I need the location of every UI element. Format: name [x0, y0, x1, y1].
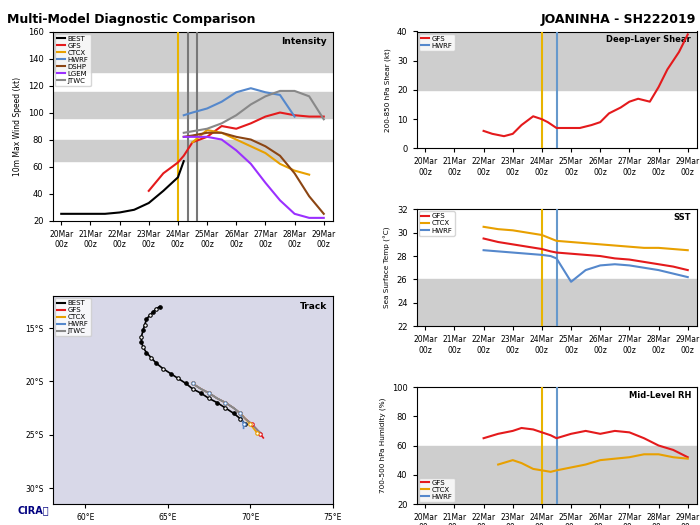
Y-axis label: Sea Surface Temp (°C): Sea Surface Temp (°C) [384, 227, 391, 309]
Text: CIRA🌀: CIRA🌀 [18, 506, 49, 516]
Bar [416, 32, 696, 90]
Bar [52, 72, 332, 92]
Legend: GFS, CTCX, HWRF: GFS, CTCX, HWRF [419, 478, 455, 502]
Bar [52, 161, 332, 220]
Bar [52, 140, 332, 161]
Text: Mid-Level RH: Mid-Level RH [629, 391, 691, 400]
Text: Track: Track [300, 302, 327, 311]
Legend: BEST, GFS, CTCX, HWRF, JTWC: BEST, GFS, CTCX, HWRF, JTWC [55, 298, 91, 337]
Legend: BEST, GFS, CTCX, HWRF, DSHP, LGEM, JTWC: BEST, GFS, CTCX, HWRF, DSHP, LGEM, JTWC [55, 34, 91, 86]
Bar [52, 92, 332, 118]
Bar [416, 209, 696, 279]
Bar [52, 118, 332, 140]
Legend: GFS, CTCX, HWRF: GFS, CTCX, HWRF [419, 212, 455, 236]
Legend: GFS, HWRF: GFS, HWRF [419, 34, 455, 51]
Text: Deep-Layer Shear: Deep-Layer Shear [606, 35, 691, 44]
Text: Multi-Model Diagnostic Comparison: Multi-Model Diagnostic Comparison [7, 13, 256, 26]
Y-axis label: 200-850 hPa Shear (kt): 200-850 hPa Shear (kt) [385, 48, 391, 132]
Y-axis label: 700-500 hPa Humidity (%): 700-500 hPa Humidity (%) [379, 398, 386, 493]
Text: JOANINHA - SH222019: JOANINHA - SH222019 [541, 13, 696, 26]
Bar [416, 387, 696, 446]
Bar [416, 90, 696, 149]
Bar [416, 279, 696, 326]
Y-axis label: 10m Max Wind Speed (kt): 10m Max Wind Speed (kt) [13, 77, 22, 175]
Text: Intensity: Intensity [281, 37, 327, 46]
Text: SST: SST [673, 213, 691, 222]
Bar [52, 32, 332, 72]
Bar [416, 446, 696, 504]
